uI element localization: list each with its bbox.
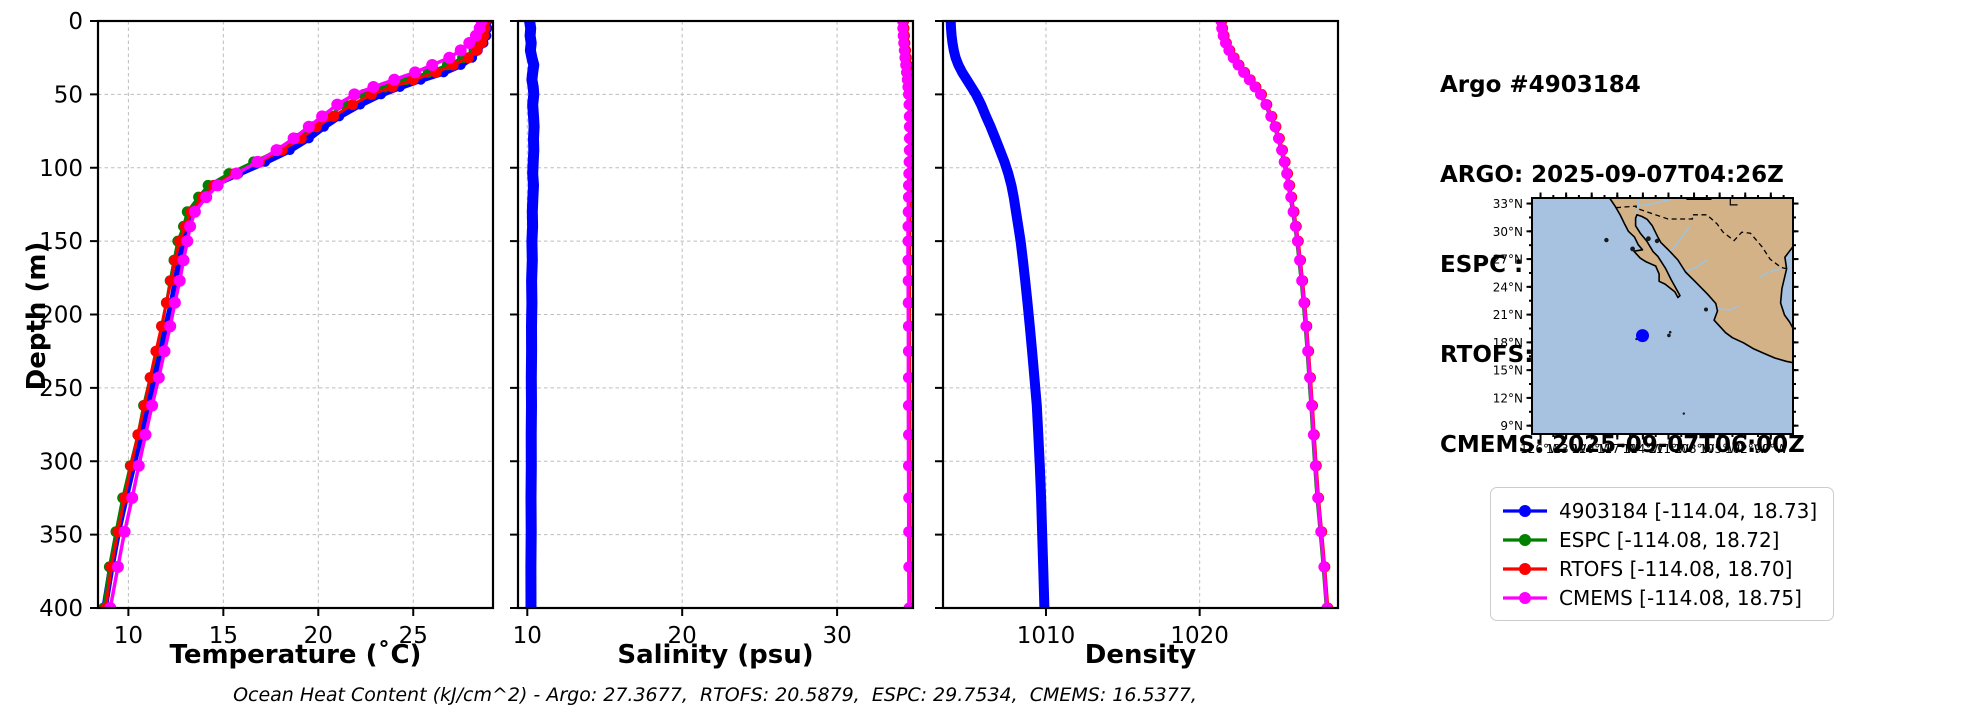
map-island [1654,238,1660,244]
map-river [1717,305,1739,311]
map-island [1668,330,1672,334]
map-island [1646,236,1651,242]
legend-item: CMEMS [-114.08, 18.75] [1501,583,1817,612]
ohc-footnote: Ocean Heat Content (kJ/cm^2) - Argo: 27.… [233,684,1197,706]
depth-tick-label: 400 [39,596,83,622]
depth-tick-label: 150 [39,229,83,255]
map-island [1682,412,1685,415]
legend-item: RTOFS [-114.08, 18.70] [1501,554,1817,583]
map-lat-label: 9°N [1500,419,1523,433]
map-island [1667,333,1671,338]
map-state-line [1729,198,1738,206]
cmems-timestamp: CMEMS: 2025-09-07T06:00Z [1440,432,1805,458]
map-river [1669,225,1691,251]
depth-tick-label: 50 [54,82,83,108]
map-border-dashed [1615,205,1787,270]
legend-swatch [1503,504,1547,517]
map-lon-label: 120°W [1571,442,1612,456]
float-location-marker [1636,329,1649,343]
map-river [1686,259,1708,272]
depth-tick-label: 100 [39,156,83,182]
x-tick-label: 25 [399,623,428,649]
legend-label: RTOFS [-114.08, 18.70] [1559,556,1793,581]
map-lat-label: 12°N [1493,391,1523,405]
map-lon-label: 117°W [1597,442,1638,456]
legend-swatch [1503,562,1547,575]
x-tick-label: 20 [668,623,697,649]
map-lat-label: 30°N [1493,225,1523,239]
depth-tick-label: 200 [39,303,83,329]
x-tick-label: 20 [304,623,333,649]
map-lat-label: 21°N [1493,308,1523,322]
map-river [1759,268,1787,279]
map-lat-label: 33°N [1493,197,1523,211]
map-lon-label: 102°W [1725,442,1766,456]
map-island [1630,246,1635,252]
legend-item: 4903184 [-114.04, 18.73] [1501,496,1817,525]
x-tick-label: 30 [822,623,851,649]
map-river [1638,198,1678,207]
series-4903184 [524,21,540,608]
map-lat-label: 27°N [1493,253,1523,267]
legend-item: ESPC [-114.08, 18.72] [1501,525,1817,554]
x-tick-label: 10 [513,623,542,649]
map-lat-label: 15°N [1493,364,1523,378]
map-river [1634,198,1640,214]
location-map: 126°W123°W120°W117°W114°W111°W108°W105°W… [1493,192,1799,456]
map-island [1704,307,1708,312]
legend-swatch [1503,591,1547,604]
argo-timestamp: ARGO: 2025-09-07T04:26Z [1440,162,1784,188]
series-4903184 [945,21,1050,608]
map-lon-label: 126°W [1520,442,1561,456]
x-tick-label: 1020 [1170,623,1229,649]
map-land [1608,198,1793,364]
map-lon-label: 105°W [1699,442,1740,456]
depth-tick-label: 0 [68,9,83,35]
map-lon-label: 111°W [1648,442,1689,456]
map-lat-label: 24°N [1493,280,1523,294]
legend-label: 4903184 [-114.04, 18.73] [1559,498,1818,523]
float-id: Argo #4903184 [1440,72,1641,98]
salinity-plot: 10 20 30 [510,19,915,649]
map-lon-label: 123°W [1546,442,1587,456]
legend-box: 4903184 [-114.04, 18.73] ESPC [-114.08, 1… [1490,487,1835,621]
map-lat-label: 18°N [1493,336,1523,350]
salinity-axis-label: Salinity (psu) [617,640,814,670]
temperature-axis-label: Temperature (˚C) [169,640,422,670]
legend-label: CMEMS [-114.08, 18.75] [1559,585,1802,610]
x-tick-label: 15 [209,623,238,649]
depth-tick-label: 350 [39,523,83,549]
density-plot: 1010 1020 [935,19,1340,649]
legend-swatch [1503,533,1547,546]
legend-label: ESPC [-114.08, 18.72] [1559,527,1780,552]
depth-tick-label: 250 [39,376,83,402]
depth-tick-label: 300 [39,449,83,475]
x-tick-label: 10 [114,623,143,649]
x-tick-label: 1010 [1017,623,1076,649]
map-lon-label: 99°W [1754,442,1787,456]
density-axis-label: Density [1084,640,1197,670]
map-lon-label: 114°W [1622,442,1663,456]
map-lon-label: 108°W [1674,442,1715,456]
map-island [1604,237,1609,243]
